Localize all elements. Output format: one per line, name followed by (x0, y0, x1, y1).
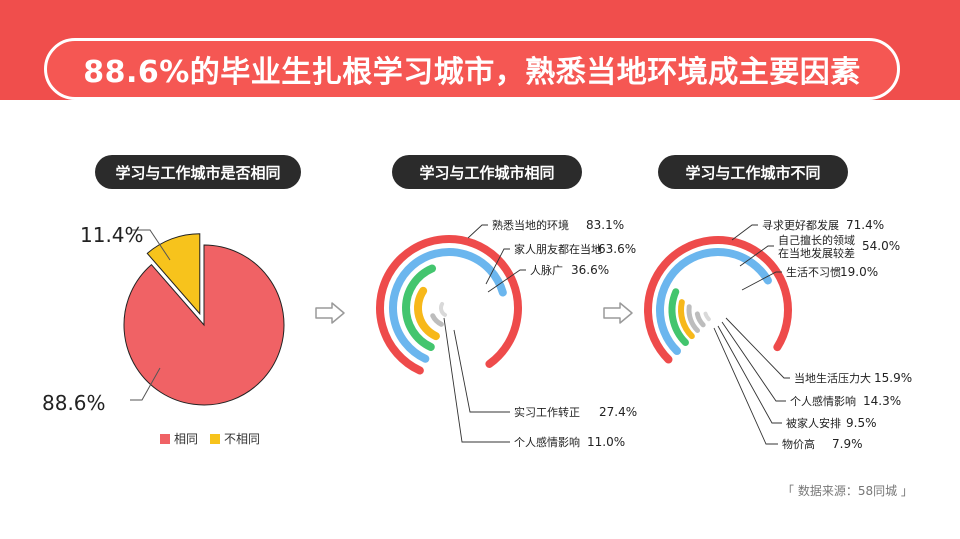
chart-3-title: 学习与工作城市不同 (658, 155, 848, 189)
same-leader-2 (487, 269, 526, 293)
different-leader-6 (713, 327, 778, 445)
pie-leader-different (132, 229, 171, 261)
legend-label-different: 不相同 (224, 432, 260, 446)
pie-slice-different (146, 233, 201, 316)
different-category-5: 被家人安排 (786, 416, 841, 430)
legend-swatch-same (160, 434, 170, 444)
same-category-1: 家人朋友都在当地 (514, 242, 602, 256)
different-category-3: 当地生活压力大 (794, 371, 871, 385)
different-category-2: 生活不习惯 (786, 265, 841, 279)
different-arc-2 (668, 288, 689, 347)
same-value-2: 36.6% (571, 263, 609, 277)
arrow-right-icon (603, 302, 633, 324)
different-leader-1 (739, 245, 774, 267)
different-category-1-line2: 在当地发展较差 (778, 246, 855, 260)
same-leader-1 (485, 248, 510, 285)
same-arc-2 (402, 264, 437, 351)
arrow-right-icon (315, 302, 345, 324)
different-value-6: 7.9% (832, 437, 863, 451)
different-value-3: 15.9% (874, 371, 912, 385)
data-source: 「 数据来源：58同城 」 (782, 484, 913, 498)
same-value-1: 63.6% (598, 242, 636, 256)
pie-leader-same (130, 367, 161, 401)
same-category-0: 熟悉当地的环境 (492, 218, 569, 232)
same-value-3: 27.4% (599, 405, 637, 419)
page-title: 88.6%的毕业生扎根学习城市，熟悉当地环境成主要因素 (83, 55, 861, 90)
different-category-0: 寻求更好都发展 (762, 218, 839, 232)
different-leader-2 (741, 271, 782, 291)
chart-2-title: 学习与工作城市相同 (392, 155, 582, 189)
different-category-6: 物价高 (782, 437, 815, 451)
different-leader-4 (721, 321, 786, 402)
different-category-1: 自己擅长的领域 (778, 233, 855, 247)
different-arc-3 (678, 299, 695, 340)
same-leader-3 (453, 329, 510, 413)
pie-label-same: 88.6% (42, 391, 106, 415)
pie-label-different: 11.4% (80, 223, 144, 247)
same-arc-inner-decor (439, 302, 447, 317)
same-leader-4 (443, 317, 510, 443)
same-arc-3 (414, 286, 440, 341)
legend-label-same: 相同 (174, 432, 198, 446)
same-category-4: 个人感情影响 (514, 436, 580, 449)
different-value-1: 54.0% (862, 239, 900, 253)
same-category-3: 实习工作转正 (514, 405, 580, 419)
same-leader-0 (467, 224, 488, 239)
chart-1-title: 学习与工作城市是否相同 (95, 155, 301, 189)
same-value-0: 83.1% (586, 218, 624, 232)
different-value-0: 71.4% (846, 218, 884, 232)
different-arc-0 (644, 236, 792, 364)
same-value-4: 11.0% (587, 435, 625, 449)
different-arc-4 (686, 304, 700, 334)
different-leader-5 (717, 325, 782, 424)
legend-swatch-different (210, 434, 220, 444)
different-leader-3 (725, 317, 790, 379)
different-category-4: 个人感情影响 (790, 395, 856, 408)
different-arc-6 (703, 311, 711, 322)
different-value-5: 9.5% (846, 416, 877, 430)
title-banner: 88.6%的毕业生扎根学习城市，熟悉当地环境成主要因素 (44, 38, 900, 100)
same-arc-1 (389, 248, 507, 363)
different-value-2: 19.0% (840, 265, 878, 279)
same-category-2: 人脉广 (530, 263, 563, 277)
different-leader-0 (731, 224, 758, 241)
same-arc-0 (376, 235, 522, 375)
same-arc-4 (430, 313, 444, 327)
pie-slice-same (123, 244, 285, 406)
different-arc-5 (694, 311, 706, 328)
different-value-4: 14.3% (863, 394, 901, 408)
